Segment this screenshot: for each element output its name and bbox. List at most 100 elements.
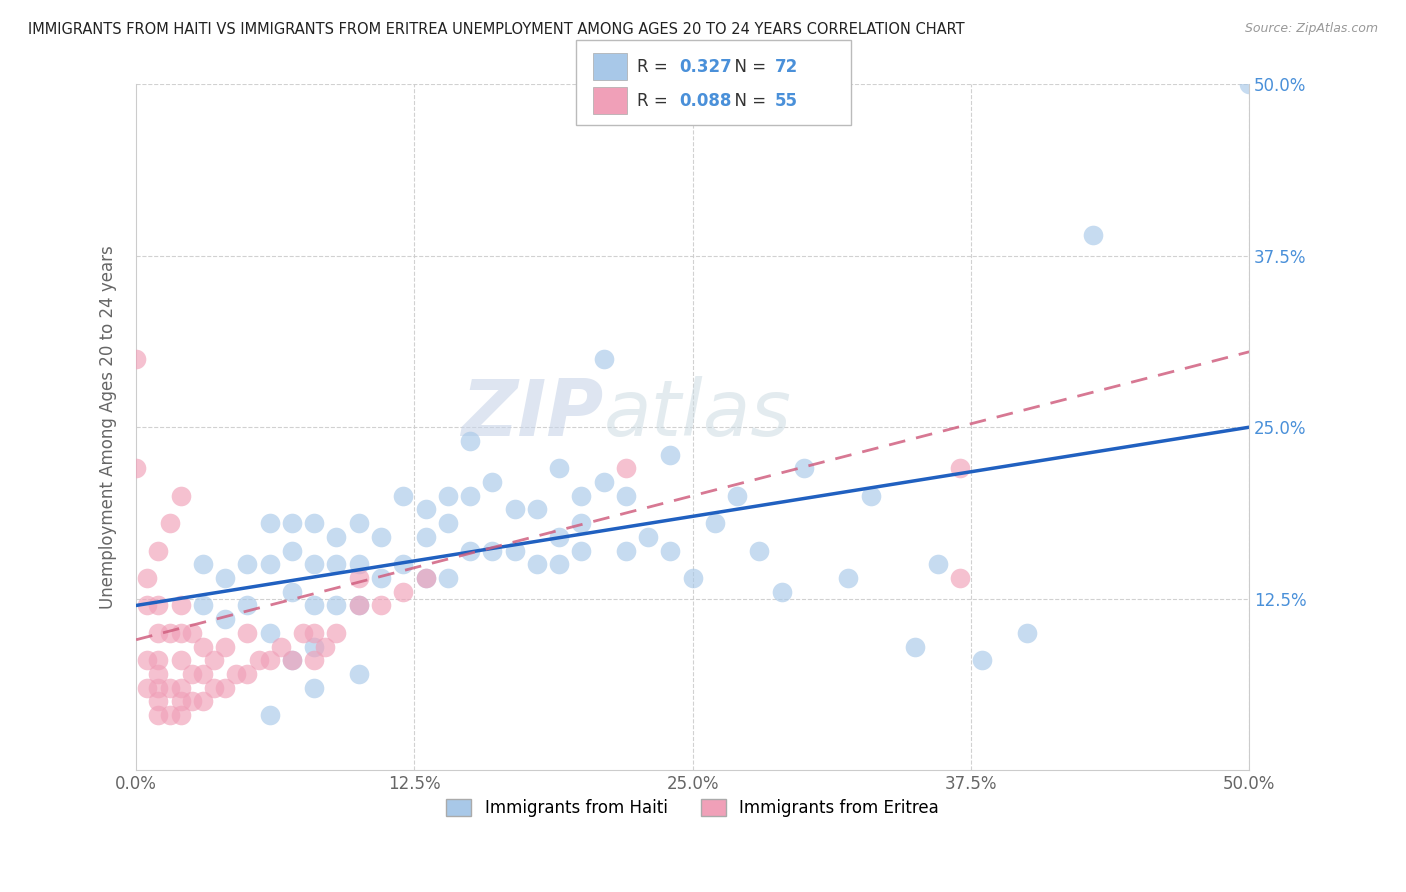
Point (949, 571, 972, 585)
Point (725, 489, 748, 503)
Point (302, 516, 325, 531)
Point (281, 543, 304, 558)
Text: Source: ZipAtlas.com: Source: ZipAtlas.com (1244, 22, 1378, 36)
Point (180, 694, 202, 708)
Point (302, 681, 325, 695)
Point (214, 681, 236, 695)
Point (1237, 78, 1260, 92)
Y-axis label: Unemployment Among Ages 20 to 24 years: Unemployment Among Ages 20 to 24 years (100, 245, 117, 609)
Point (548, 461, 571, 475)
Text: atlas: atlas (603, 376, 792, 451)
Point (614, 461, 637, 475)
Point (259, 653, 281, 667)
Point (281, 516, 304, 531)
Point (347, 599, 370, 613)
Point (637, 530, 659, 544)
Text: R =: R = (637, 58, 673, 77)
Point (415, 530, 437, 544)
Point (247, 653, 270, 667)
Point (302, 599, 325, 613)
Point (148, 694, 170, 708)
Point (347, 571, 370, 585)
Point (125, 351, 148, 366)
Point (169, 681, 191, 695)
Point (548, 530, 571, 544)
Point (169, 599, 191, 613)
Point (148, 543, 170, 558)
Point (793, 461, 815, 475)
Point (314, 640, 336, 654)
Point (325, 599, 347, 613)
Point (259, 558, 281, 572)
Point (569, 489, 592, 503)
Point (392, 558, 415, 572)
Point (614, 543, 637, 558)
Legend: Immigrants from Haiti, Immigrants from Eritrea: Immigrants from Haiti, Immigrants from E… (440, 792, 946, 823)
Point (136, 599, 159, 613)
Point (370, 599, 392, 613)
Point (180, 667, 202, 681)
Point (481, 475, 503, 489)
Point (148, 681, 170, 695)
Text: N =: N = (724, 58, 772, 77)
Point (159, 681, 181, 695)
Point (370, 530, 392, 544)
Point (526, 502, 548, 516)
Point (659, 543, 682, 558)
Point (169, 694, 191, 708)
Point (347, 558, 370, 572)
Text: 55: 55 (775, 93, 797, 111)
Point (859, 489, 882, 503)
Text: N =: N = (724, 93, 772, 111)
Point (191, 640, 214, 654)
Point (904, 640, 927, 654)
Point (302, 626, 325, 640)
Point (770, 584, 793, 599)
Point (281, 653, 304, 667)
Point (148, 626, 170, 640)
Point (125, 461, 148, 475)
Point (281, 584, 304, 599)
Point (148, 708, 170, 723)
Point (136, 653, 159, 667)
Point (236, 599, 259, 613)
Point (169, 653, 191, 667)
Point (225, 667, 247, 681)
Point (415, 502, 437, 516)
Point (458, 489, 481, 503)
Point (458, 543, 481, 558)
Point (191, 667, 214, 681)
Point (302, 653, 325, 667)
Point (526, 558, 548, 572)
Point (236, 558, 259, 572)
Point (159, 626, 181, 640)
Point (270, 640, 292, 654)
Point (503, 543, 526, 558)
Point (169, 626, 191, 640)
Point (302, 640, 325, 654)
Point (458, 434, 481, 448)
Point (1015, 626, 1038, 640)
Point (292, 626, 315, 640)
Point (159, 708, 181, 723)
Point (481, 543, 503, 558)
Point (136, 571, 159, 585)
Text: IMMIGRANTS FROM HAITI VS IMMIGRANTS FROM ERITREA UNEMPLOYMENT AMONG AGES 20 TO 2: IMMIGRANTS FROM HAITI VS IMMIGRANTS FROM… (28, 22, 965, 37)
Point (159, 516, 181, 531)
Point (236, 626, 259, 640)
Point (1083, 228, 1105, 243)
Point (325, 530, 347, 544)
Point (370, 571, 392, 585)
Point (682, 571, 704, 585)
Point (214, 612, 236, 626)
Point (202, 653, 225, 667)
Point (703, 516, 725, 531)
Point (214, 640, 236, 654)
Point (169, 489, 191, 503)
Text: 0.088: 0.088 (679, 93, 731, 111)
Text: 0.327: 0.327 (679, 58, 733, 77)
Point (148, 653, 170, 667)
Point (169, 708, 191, 723)
Point (136, 681, 159, 695)
Point (415, 571, 437, 585)
